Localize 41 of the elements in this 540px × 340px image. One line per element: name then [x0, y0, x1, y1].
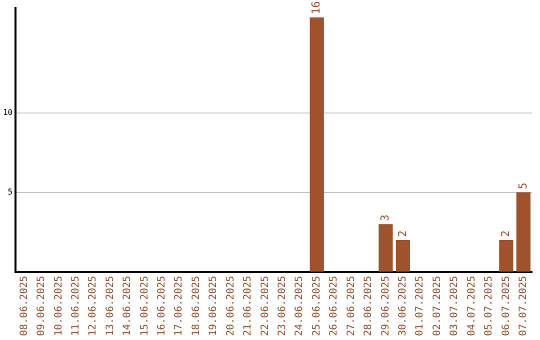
x-tick-label: 11.06.2025: [70, 276, 82, 336]
x-tick-label: 01.07.2025: [414, 276, 426, 336]
x-tick-label: 29.06.2025: [380, 276, 392, 336]
data-label: 2: [499, 230, 512, 237]
x-tick-label: 17.06.2025: [174, 276, 185, 336]
x-tick-label: 16.06.2025: [156, 276, 168, 336]
x-tick-label: 19.06.2025: [208, 276, 220, 336]
x-tick-label: 27.06.2025: [346, 276, 357, 336]
bar: [378, 224, 393, 272]
bar: [499, 240, 514, 272]
x-tick-label: 04.07.2025: [466, 276, 478, 336]
data-label: 3: [378, 214, 392, 222]
x-tick-label: 03.07.2025: [449, 276, 460, 336]
x-tick-label: 28.06.2025: [363, 276, 374, 336]
bar: [396, 240, 410, 272]
x-tick-label: 23.06.2025: [277, 276, 288, 336]
x-tick-label: 06.07.2025: [500, 276, 512, 336]
x-tick-label: 18.06.2025: [190, 276, 202, 336]
x-tick-label: 20.06.2025: [225, 276, 236, 336]
data-label: 5: [516, 182, 530, 190]
bar: [310, 17, 324, 272]
x-tick-label: 25.06.2025: [311, 276, 322, 336]
data-label: 16: [310, 1, 323, 14]
x-tick-label: 07.07.2025: [518, 276, 529, 336]
x-tick-label: 10.06.2025: [53, 276, 64, 336]
x-tick-label: 13.06.2025: [104, 276, 116, 336]
x-tick-label: 05.07.2025: [484, 276, 495, 336]
y-tick-label: 10: [2, 108, 13, 117]
x-tick-label: 22.06.2025: [260, 276, 271, 336]
x-tick-label: 24.06.2025: [294, 276, 306, 336]
x-tick-label: 12.06.2025: [88, 276, 99, 336]
x-tick-label: 02.07.2025: [432, 276, 443, 336]
x-tick-label: 26.06.2025: [328, 276, 340, 336]
x-tick-label: 09.06.2025: [36, 276, 48, 336]
x-tick-label: 14.06.2025: [122, 276, 134, 336]
x-tick-label: 08.06.2025: [18, 276, 30, 336]
x-tick-label: 15.06.2025: [139, 276, 150, 336]
x-tick-label: 30.06.2025: [398, 276, 408, 336]
data-label: 2: [396, 230, 409, 237]
bar: [516, 192, 530, 272]
x-tick-label: 21.06.2025: [242, 276, 254, 336]
